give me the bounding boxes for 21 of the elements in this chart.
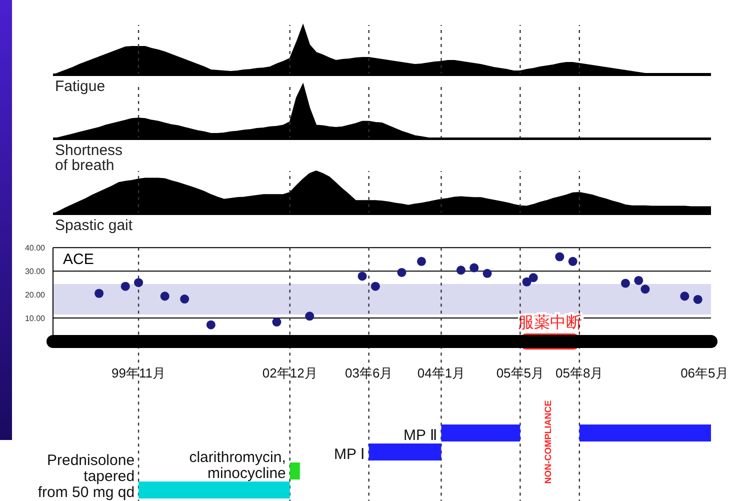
x-tick-label: 04年1月 — [417, 366, 466, 380]
x-tick-label: 02年12月 — [262, 366, 318, 380]
y-tick-label: 30.00 — [24, 266, 46, 276]
y-tick-label: 40.00 — [24, 243, 46, 252]
text: MP Ⅱ — [403, 426, 438, 444]
text: MP Ⅰ — [334, 446, 365, 462]
y-tick-label: 10.00 — [24, 314, 46, 323]
x-axis-title: Spastic gait — [55, 217, 133, 234]
text: NON-COMPLIANCE — [543, 400, 553, 484]
chart-title: ACE — [63, 250, 94, 268]
text: clarithromycin, minocycline — [189, 448, 286, 482]
y-tick-label: 20.00 — [24, 290, 46, 300]
text: Prednisolone tapered from 50 mg qd — [38, 452, 135, 500]
x-axis-title: Shortness of breath — [55, 142, 123, 174]
x-tick-label: 06年5月 — [680, 366, 728, 380]
x-tick-label: 99年11月 — [112, 366, 166, 380]
x-tick-label: 05年8月 — [556, 366, 604, 380]
x-axis-title: Fatigue — [55, 78, 106, 95]
x-tick-label: 05年5月 — [496, 366, 544, 380]
band-label: 服薬中断 — [518, 314, 582, 332]
x-tick-label: 03年6月 — [344, 366, 393, 380]
